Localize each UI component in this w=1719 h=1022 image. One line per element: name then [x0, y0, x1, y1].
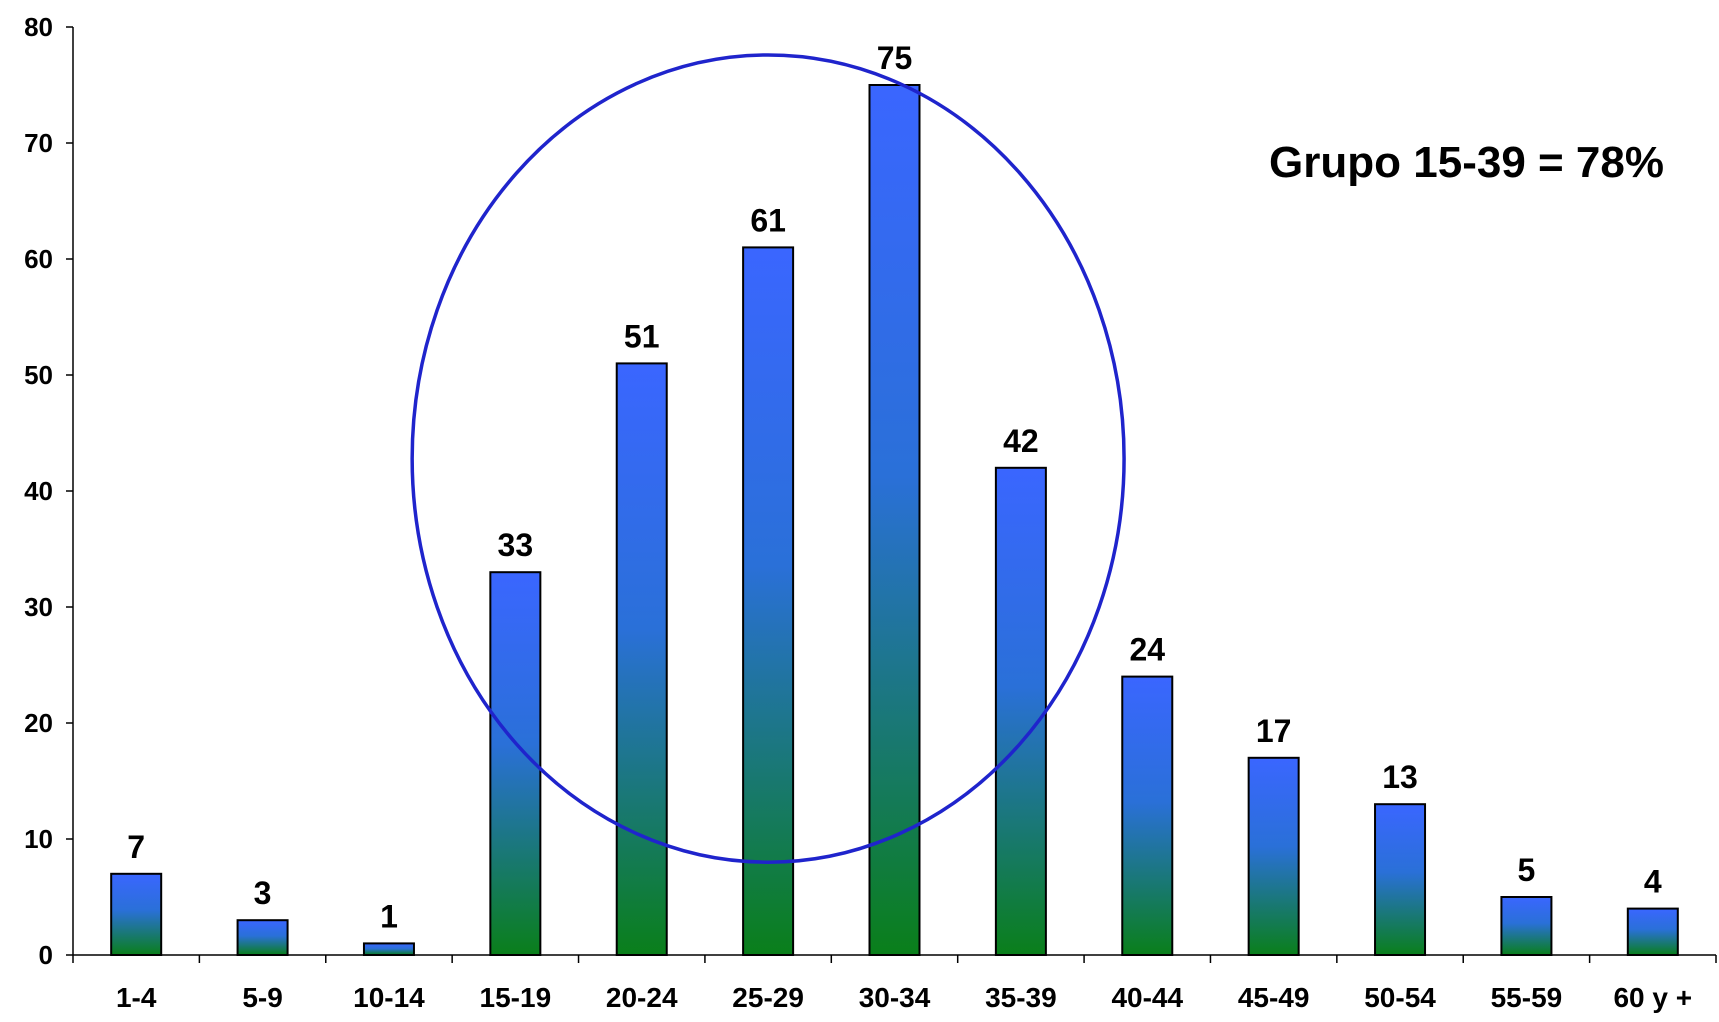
- x-tick-label: 50-54: [1364, 982, 1436, 1013]
- data-label: 17: [1256, 713, 1292, 749]
- data-label: 13: [1382, 759, 1418, 795]
- data-label: 3: [254, 875, 272, 911]
- x-tick-label: 25-29: [732, 982, 804, 1013]
- y-tick-label: 30: [24, 592, 53, 622]
- data-label: 24: [1129, 632, 1165, 668]
- x-tick-label: 20-24: [606, 982, 678, 1013]
- data-label: 51: [624, 318, 660, 354]
- y-tick-label: 70: [24, 128, 53, 158]
- x-tick-label: 10-14: [353, 982, 425, 1013]
- bar: [1374, 803, 1427, 957]
- bar: [110, 872, 163, 956]
- x-tick-label: 15-19: [480, 982, 552, 1013]
- bars: [110, 84, 1679, 957]
- data-label: 61: [750, 202, 786, 238]
- bar: [1247, 756, 1300, 956]
- y-tick-label: 50: [24, 360, 53, 390]
- bar: [1500, 896, 1553, 956]
- y-tick-label: 20: [24, 708, 53, 738]
- bar: [489, 571, 542, 956]
- x-tick-label: 60 y +: [1613, 982, 1692, 1013]
- bar: [615, 362, 668, 956]
- x-tick-label: 55-59: [1491, 982, 1563, 1013]
- data-label: 4: [1644, 864, 1662, 900]
- y-tick-label: 60: [24, 244, 53, 274]
- data-label: 75: [877, 40, 913, 76]
- x-tick-label: 30-34: [859, 982, 931, 1013]
- x-tick-label: 5-9: [242, 982, 282, 1013]
- y-tick-label: 10: [24, 824, 53, 854]
- bar: [742, 246, 795, 956]
- highlight-layer: [410, 53, 1126, 864]
- bar: [868, 84, 921, 956]
- x-tick-label: 35-39: [985, 982, 1057, 1013]
- x-tick-label: 40-44: [1111, 982, 1183, 1013]
- bar: [994, 466, 1047, 956]
- axes: 0 10 20 30 40 50 60 70 80 1-4 5-9 10-14 15-19 20-24 25…: [24, 12, 1717, 1013]
- y-tick-label: 40: [24, 476, 53, 506]
- data-labels: 7 3 1 33 51 61 75 42 24 17 13 5 4: [127, 40, 1662, 934]
- data-label: 7: [127, 829, 145, 865]
- bar: [1626, 907, 1679, 956]
- data-label: 5: [1518, 852, 1536, 888]
- annotation-text: Grupo 15-39 = 78%: [1269, 138, 1664, 187]
- x-tick-label: 1-4: [116, 982, 157, 1013]
- data-label: 42: [1003, 423, 1039, 459]
- data-label: 1: [380, 898, 398, 934]
- x-tick-label: 45-49: [1238, 982, 1310, 1013]
- data-label: 33: [498, 527, 534, 563]
- bar: [1121, 675, 1174, 956]
- y-tick-label: 0: [39, 940, 53, 970]
- bar: [236, 919, 289, 957]
- bar: [362, 942, 415, 957]
- y-tick-label: 80: [24, 12, 53, 42]
- highlight-circle: [410, 53, 1126, 864]
